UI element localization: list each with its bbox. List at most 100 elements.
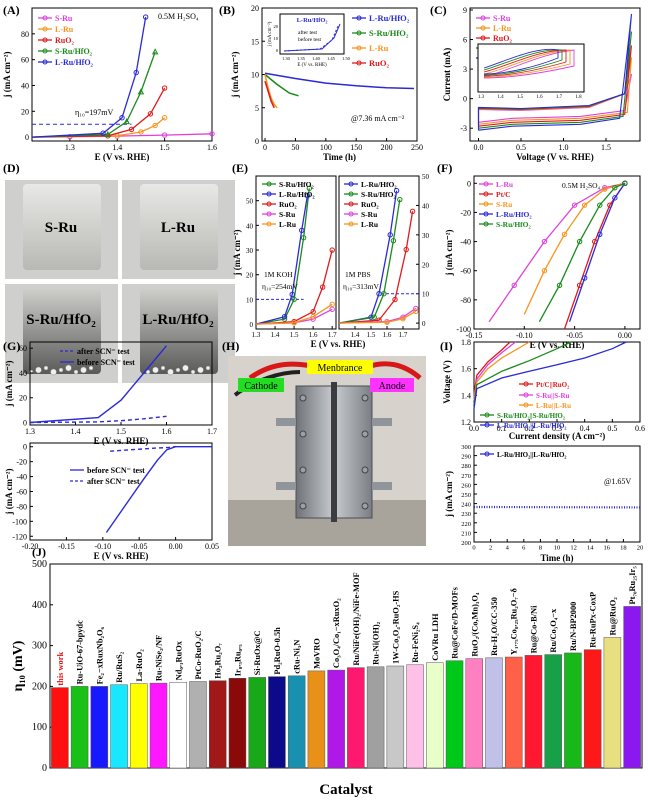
bar-label: Ru-Ni(OH)₂ [372,621,381,664]
data-point [291,320,297,326]
series-line [31,87,166,138]
anode-label: Anode [379,381,406,392]
membrane-label: Menbrance [318,363,364,374]
legend-label: L-Ru [361,220,378,229]
x-tick-label: 1.7 [207,427,217,436]
legend-marker [483,201,489,207]
legend-label: L-Ru [369,43,389,53]
y-tick-label: 6 [463,36,467,45]
legend-marker [356,30,362,36]
y-tick-label: 80 [21,30,29,39]
series-line [338,211,414,324]
bar-label: Ru@CoFe/D-MOFs [451,586,460,658]
y-tick-label: 3 [463,65,467,74]
bar-label: Ir₀.₅Ru₀.₅ [233,644,242,676]
x-axis-title: E (V vs. RHE) [94,551,149,561]
legend-label: Pt/C||RuO₂ [536,381,569,389]
series-line [29,345,168,424]
eta-label: η₁₀=313mV [343,282,379,291]
inset-title: L-Ru/HfO₂ [297,17,328,24]
electrolyte-label: 1M PBS [345,270,371,279]
x-tick-label: 18 [620,545,627,552]
data-point [161,85,168,91]
x-axis-title: E (V vs. RHE) [94,436,149,446]
data-point [161,115,168,121]
bar [603,637,622,769]
y-tick-label: 1.6 [461,365,471,374]
y-tick-label: 260 [461,482,471,489]
data-point [397,196,403,203]
inset-cv-loop [483,49,571,78]
y-tick-label: 200 [32,681,47,692]
data-point [541,238,548,245]
y-tick-label: 20 [246,272,254,280]
data-point [100,130,106,136]
bar-label: Ru@RuO₂ [608,597,617,636]
data-point [329,301,335,308]
x-tick-label: 0.05 [205,542,219,551]
gas-bubble [35,366,42,374]
x-tick-label: -0.10 [94,542,111,551]
legend-marker [484,412,490,418]
series-line [264,73,299,97]
bar-label: Pd₂RuO-0.5h [273,627,282,675]
y-tick-label: 9 [463,6,467,15]
bar-label: MoVRO [312,638,321,669]
data-point [400,316,406,322]
x-tick-label: 1.4 [351,331,360,339]
series-line [110,446,176,452]
label-box [307,360,373,374]
x-tick-label: 1.4 [112,143,122,152]
legend-label: S-Ru/HfO₂ [361,190,397,199]
vial-body [23,288,101,374]
legend-label: L-Ru/HfO₂||L-Ru/HfO₂ [497,422,567,430]
legend-marker [348,221,354,227]
bar-label: La-RuO₂ [135,649,144,682]
plot-frame [31,7,213,142]
x-tick-label: -0.05 [131,542,148,551]
legend-label: S-Ru [279,210,295,219]
series-line [29,415,167,424]
bar [307,670,326,769]
legend-label: before SCN⁻ test [77,358,135,367]
plot-frame [29,442,213,541]
data-point [128,126,135,133]
panel-label: (E) [232,161,248,175]
legend-marker [356,60,362,66]
gas-bubble [167,368,174,376]
x-tick-label: 0.4 [580,424,590,433]
eta-label: η₁₀=254mV [262,282,298,291]
x-tick-label: 0.00 [618,331,632,340]
x-tick-label: 50 [291,143,299,152]
y-tick-label: 10 [246,296,254,304]
bar-label: Ru-FeNi₂S₄ [411,622,420,663]
legend-label: S-Ru [361,210,377,219]
y-axis-title: j (mA cm⁻²) [4,469,14,516]
y-axis-title: Voltage (V) [442,360,452,403]
electrolyte-label: 1M KOH [264,270,293,279]
x-tick-label: -0.05 [566,331,583,340]
y-axis-title: j (mA cm⁻²) [2,52,12,99]
inset-tick-label: 1.4 [497,95,504,100]
gas-bubble [43,365,49,371]
data-point [409,208,416,215]
bar-label: 1W-Co₃O₄-RuO₂-HS [391,590,400,664]
data-point [612,195,618,201]
x-tick-label: 1.4 [71,427,81,436]
data-point [556,282,563,288]
legend-marker [523,392,529,398]
inset-tick-label: 1.50 [342,56,351,61]
y-tick-label: 300 [461,444,471,451]
y-tick-label: 60 [19,344,27,353]
data-point [209,131,215,137]
y-axis-title: j (mA cm⁻²) [230,52,240,99]
legend-label: L-Ru/HfO₂ [279,190,315,199]
label-box [238,378,284,392]
y-tick-label: 5 [255,104,259,113]
data-point [511,282,517,288]
plot-frame [49,563,643,769]
bolt [361,466,369,474]
y-axis-title: Current (mA) [442,48,452,102]
y-tick-label: 230 [461,511,471,518]
bar [465,658,484,769]
